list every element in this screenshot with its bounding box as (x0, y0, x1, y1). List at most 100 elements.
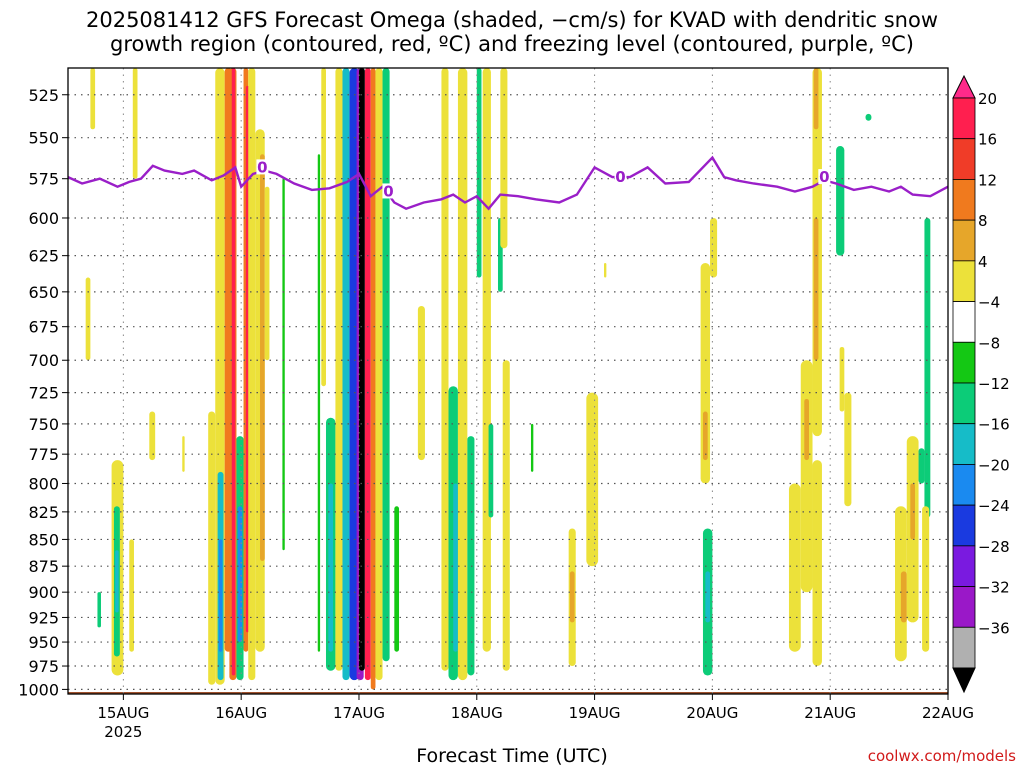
freezing-label-bg (382, 183, 395, 199)
colorbar-label: −8 (978, 334, 1000, 352)
omega-cell (604, 263, 607, 278)
omega-cell (844, 392, 852, 507)
y-tick-label: 950 (28, 633, 59, 652)
colorbar-swatch (952, 260, 976, 302)
freezing-label-bg (818, 169, 831, 185)
y-tick-label: 800 (28, 474, 59, 493)
omega-cell (910, 483, 916, 540)
x-tick-label: 18AUG (451, 704, 503, 722)
omega-cell (90, 68, 96, 130)
x-tick-year: 2025 (104, 723, 142, 741)
omega-cell (453, 483, 458, 652)
colorbar-label: −16 (978, 416, 1010, 434)
colorbar-label: −12 (978, 375, 1010, 393)
freezing-label-bg (256, 159, 269, 175)
colorbar-label: −24 (978, 497, 1010, 515)
omega-cell (530, 423, 534, 472)
omega-cell (900, 571, 907, 623)
ground-layer (68, 692, 948, 694)
colorbar-label: −20 (978, 456, 1010, 474)
omega-cell (502, 360, 510, 671)
colorbar-swatch (952, 97, 976, 140)
chart-title: 2025081412 GFS Forecast Omega (shaded, −… (85, 8, 939, 56)
y-tick-label: 825 (28, 503, 59, 522)
omega-cell (335, 68, 343, 671)
colorbar-swatch (952, 545, 976, 587)
y-tick-label: 725 (28, 384, 59, 403)
omega-cell (382, 68, 390, 662)
omega-cell (457, 68, 468, 681)
omega-cell (488, 423, 494, 518)
omega-cell (328, 483, 334, 652)
omega-cell (500, 68, 508, 249)
omega-shading-layer (85, 68, 931, 690)
x-tick-label: 21AUG (804, 704, 856, 722)
colorbar-swatch (952, 464, 976, 506)
omega-cell (149, 411, 156, 461)
freezing-level-layer: 0 0 0 0 (67, 155, 949, 211)
omega-cell (282, 178, 285, 551)
y-tick-label: 600 (28, 209, 59, 228)
x-tick-label: 16AUG (215, 704, 267, 722)
x-axis-label: Forecast Time (UTC) (416, 745, 608, 767)
omega-cell (132, 68, 138, 179)
omega-cell (218, 539, 223, 652)
y-tick-label: 700 (28, 351, 59, 370)
credit-link[interactable]: coolwx.com/models (867, 747, 1016, 765)
omega-cell (342, 68, 350, 681)
omega-cell (922, 506, 930, 652)
omega-cell (705, 571, 711, 623)
omega-cell (370, 68, 376, 690)
omega-cell (321, 68, 326, 387)
omega-cell (231, 68, 236, 676)
omega-cell (788, 483, 801, 652)
omega-cell (813, 68, 819, 130)
omega-cell (865, 113, 872, 121)
colorbar-label: 4 (978, 253, 988, 271)
omega-cell (710, 217, 718, 278)
y-tick-label: 775 (28, 445, 59, 464)
grid-layer (68, 68, 948, 694)
colorbar-swatch (952, 626, 976, 669)
omega-cell (812, 460, 822, 667)
omega-cell (364, 68, 371, 681)
colorbar-label: 16 (978, 131, 997, 149)
omega-cell (358, 68, 365, 671)
omega-cell (248, 68, 256, 681)
colorbar-bottom-arrow (952, 667, 976, 694)
omega-cell (375, 68, 383, 681)
colorbar-swatch (952, 382, 976, 425)
colorbar-swatch (952, 219, 976, 262)
omega-cell (317, 154, 321, 652)
omega-cell (417, 305, 425, 461)
omega-cell (208, 411, 216, 685)
y-tick-label: 975 (28, 657, 59, 676)
x-tick-label: 20AUG (686, 704, 738, 722)
colorbar-label: 20 (978, 90, 997, 108)
omega-cell (467, 436, 475, 676)
colorbar-swatch (952, 423, 976, 465)
y-tick-label: 650 (28, 283, 59, 302)
colorbar-label: −28 (978, 538, 1010, 556)
omega-cell (586, 392, 599, 567)
y-tick-label: 575 (28, 170, 59, 189)
freezing-level-label: 0 (383, 182, 393, 200)
omega-cell (918, 448, 925, 484)
omega-cell (129, 539, 134, 652)
freezing-level-label: 0 (819, 168, 829, 186)
omega-cell (115, 550, 119, 613)
colorbar-swatch (952, 179, 976, 221)
omega-cell (800, 360, 813, 593)
omega-cell (394, 506, 400, 652)
colorbar-label: −36 (978, 619, 1010, 637)
y-tick-label: 850 (28, 530, 59, 549)
colorbar-swatch (952, 586, 976, 628)
colorbar-swatch (952, 341, 976, 384)
freezing-label-bg (614, 169, 627, 185)
colorbar-swatch (952, 301, 976, 343)
omega-cell (260, 154, 265, 561)
x-tick-label: 17AUG (333, 704, 385, 722)
colorbar-label: −4 (978, 294, 1000, 312)
y-tick-label: 1000 (18, 680, 59, 699)
